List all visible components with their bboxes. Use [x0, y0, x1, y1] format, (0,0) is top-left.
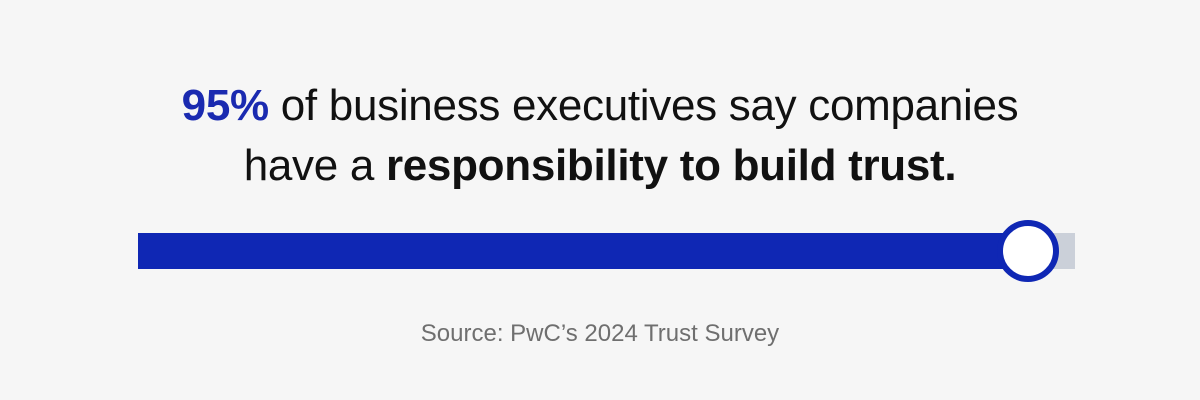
stat-value: 95% [181, 81, 269, 130]
headline-line-1-text: of business executives say companies [268, 81, 1019, 130]
progress-knob [997, 220, 1060, 282]
source-note: Source: PwC’s 2024 Trust Survey [420, 320, 780, 347]
headline-line-2-text: have a [243, 141, 386, 190]
headline-line-1: 95% of business executives say companies [0, 76, 1200, 136]
headline-emphasis: responsibility to build trust. [385, 141, 957, 190]
headline-line-2: have a responsibility to build trust. [0, 136, 1200, 196]
progress-bar [138, 220, 1075, 282]
progress-fill [138, 233, 1029, 269]
headline: 95% of business executives say companies… [0, 76, 1200, 196]
